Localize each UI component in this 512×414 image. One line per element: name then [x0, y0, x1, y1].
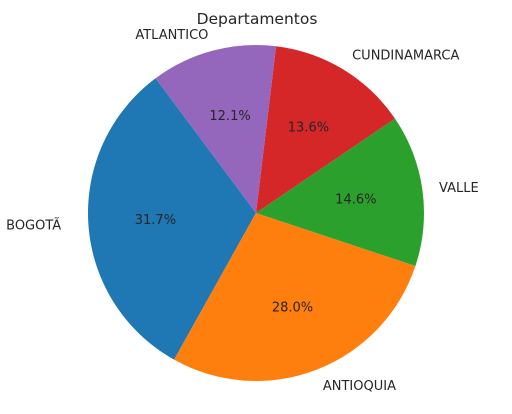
pie-slice-valle: [256, 118, 424, 266]
slice-percent-antioquia: 28.0%: [272, 300, 313, 315]
pie-slices: [88, 44, 424, 381]
slice-percent-atlantico: 12.1%: [209, 109, 250, 124]
slice-percent-cundinamarca: 13.6%: [288, 120, 329, 135]
slice-label-cundinamarca: CUNDINAMARCA: [352, 49, 459, 64]
chart-title: Departamentos: [197, 10, 318, 28]
slice-percent-valle: 14.6%: [335, 193, 376, 208]
slice-label-atlantico: ATLANTICO: [135, 28, 208, 43]
slice-label-valle: VALLE: [439, 181, 479, 196]
pie-labels: BOGOTÃ 31.7% ANTIOQUIA 28.0% VALLE 14.6% CUND…: [6, 28, 479, 394]
pie-slice-bogot: [88, 78, 256, 360]
slice-label-bogot: BOGOTÃ: [6, 218, 71, 234]
pie-slice-cundinamarca: [256, 46, 395, 214]
pie-slice-antioquia: [174, 213, 416, 381]
slice-percent-bogot: 31.7%: [135, 213, 176, 228]
pie-slice-atlantico: [155, 44, 277, 213]
slice-label-antioquia: ANTIOQUIA: [323, 379, 396, 394]
